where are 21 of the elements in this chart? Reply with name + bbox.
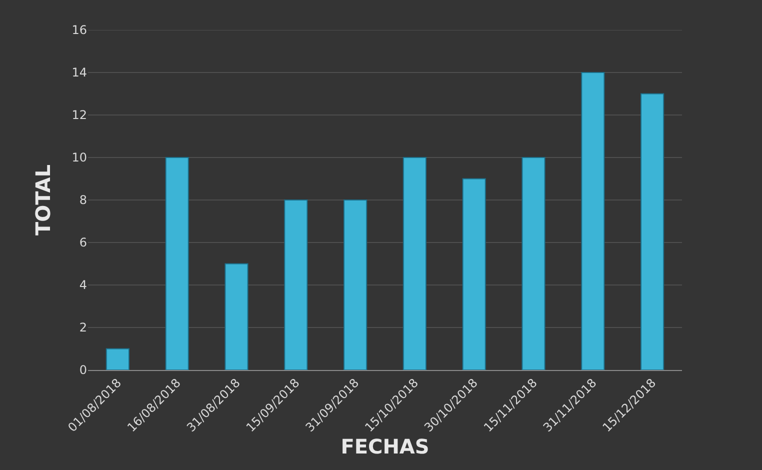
y-tick-label: 0 [79, 363, 87, 378]
bar [284, 200, 308, 370]
bar [344, 200, 368, 370]
bar [581, 72, 605, 370]
bar [402, 157, 426, 370]
bar [224, 263, 248, 370]
y-tick-label: 12 [72, 108, 87, 122]
bar [106, 348, 130, 370]
y-tick-label: 6 [79, 236, 87, 250]
y-tick-label: 4 [79, 278, 87, 292]
bar [462, 178, 486, 370]
bar [522, 157, 546, 370]
bar [640, 93, 664, 370]
y-tick-label: 14 [72, 66, 87, 80]
y-tick-label: 10 [72, 150, 87, 165]
y-tick-label: 2 [79, 320, 87, 335]
x-axis-title: FECHAS [340, 434, 430, 459]
bar [165, 157, 189, 370]
y-tick-label: 8 [79, 193, 87, 208]
y-tick-label: 16 [72, 23, 87, 38]
y-axis-title: TOTAL [31, 164, 56, 236]
